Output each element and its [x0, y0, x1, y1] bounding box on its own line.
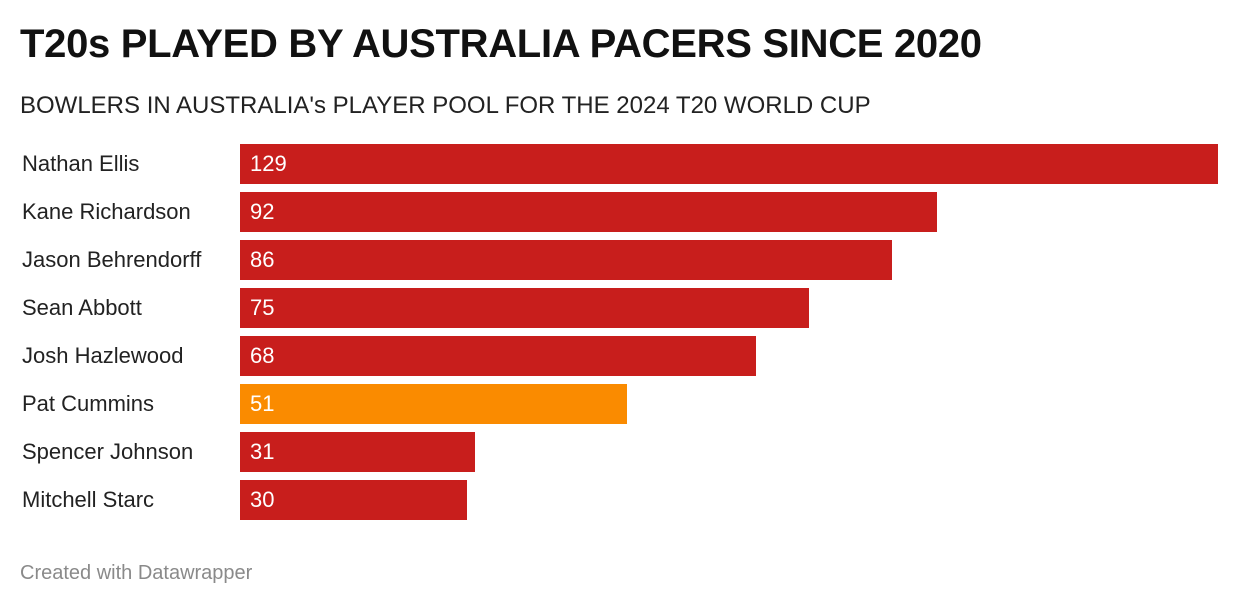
datawrapper-credit[interactable]: Created with Datawrapper: [20, 562, 253, 584]
bar-value-label: 75: [250, 295, 275, 320]
chart-subtitle: BOWLERS IN AUSTRALIA's PLAYER POOL FOR T…: [20, 92, 871, 119]
bar[interactable]: [240, 144, 1218, 184]
bar-chart: Nathan Ellis 129 Kane Richardson 92 Jason Be…: [22, 144, 1218, 520]
bar[interactable]: [240, 384, 627, 424]
bar[interactable]: [240, 240, 892, 280]
bar-value-label: 86: [250, 247, 275, 272]
bar-category-label: Josh Hazlewood: [22, 343, 184, 368]
bar-category-label: Mitchell Starc: [22, 487, 155, 512]
bar[interactable]: [240, 480, 468, 520]
bar-category-label: Spencer Johnson: [22, 439, 194, 464]
bar[interactable]: [240, 336, 756, 376]
bar-value-label: 92: [250, 199, 275, 224]
bar[interactable]: [240, 432, 476, 472]
bar-category-label: Pat Cummins: [22, 391, 155, 416]
bar-category-label: Nathan Ellis: [22, 151, 140, 176]
bar[interactable]: [240, 192, 938, 232]
bar-value-label: 30: [250, 487, 275, 512]
bar[interactable]: [240, 288, 809, 328]
bar-category-label: Jason Behrendorff: [22, 247, 202, 272]
bar-value-label: 68: [250, 343, 275, 368]
bar-value-label: 129: [250, 151, 287, 176]
bar-category-label: Sean Abbott: [22, 295, 142, 320]
chart-title: T20s PLAYED BY AUSTRALIA PACERS SINCE 20…: [20, 22, 982, 66]
bar-category-label: Kane Richardson: [22, 199, 191, 224]
bar-value-label: 31: [250, 439, 275, 464]
bar-value-label: 51: [250, 391, 275, 416]
